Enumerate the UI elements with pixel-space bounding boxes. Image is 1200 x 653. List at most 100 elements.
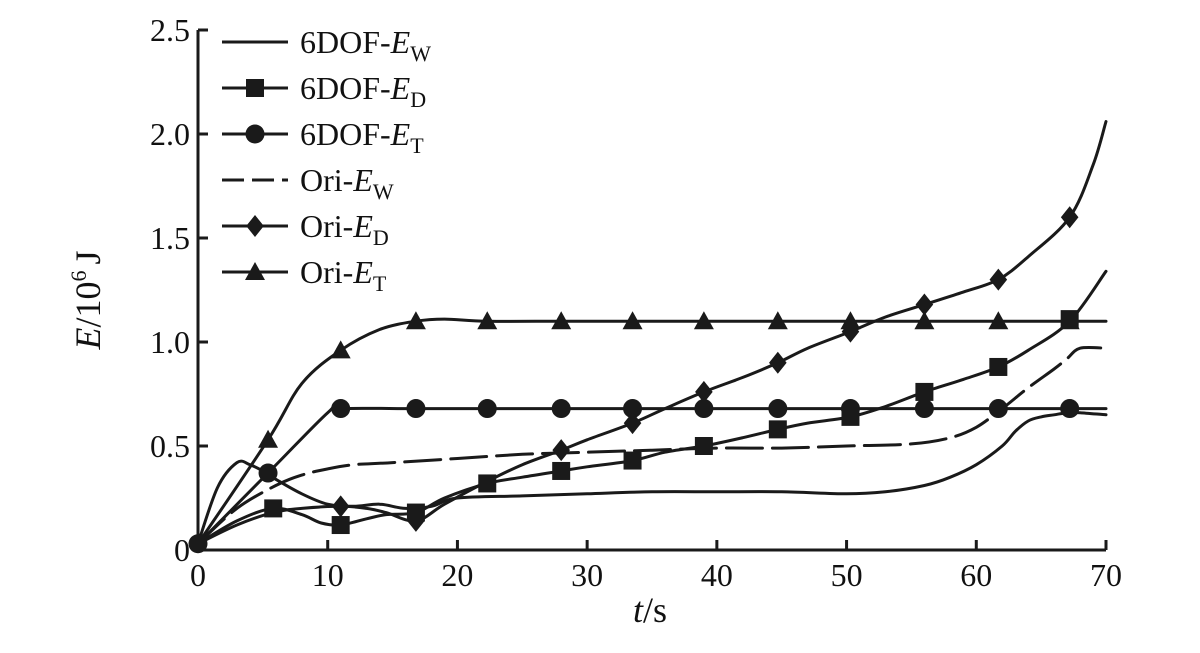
x-tick-label: 20 <box>441 557 473 593</box>
square-marker <box>768 420 787 439</box>
series-6dof-ed-line <box>196 269 1108 546</box>
triangle-marker <box>767 311 788 330</box>
diamond-marker <box>552 439 570 462</box>
x-tick-label: 70 <box>1090 557 1122 593</box>
triangle-marker <box>477 311 498 330</box>
triangle-marker <box>988 311 1009 330</box>
y-tick-label: 0.5 <box>150 428 190 464</box>
diamond-marker <box>915 293 934 316</box>
circle-marker <box>840 399 860 419</box>
diamond-marker <box>989 268 1008 291</box>
diamond-marker <box>695 380 713 403</box>
legend-label: 6DOF-ED <box>300 70 426 112</box>
square-marker <box>552 461 571 480</box>
x-tick-label: 40 <box>701 557 733 593</box>
legend-item: 6DOF-ET <box>222 116 424 158</box>
legend-square-marker <box>246 79 264 97</box>
legend-label: Ori-ED <box>300 208 389 250</box>
legend-prefix: Ori- <box>300 254 353 290</box>
circle-marker <box>694 399 714 419</box>
y-axis-unit-base: 10 <box>68 282 108 318</box>
x-axis-unit: s <box>653 590 667 630</box>
y-tick-label: 1.0 <box>150 324 190 360</box>
triangle-marker <box>330 340 351 359</box>
legend-symbol: E <box>352 162 373 198</box>
legend-symbol: E <box>390 24 411 60</box>
legend-triangle-marker <box>245 262 265 280</box>
triangle-marker <box>405 311 426 330</box>
legend-symbol: E <box>352 254 373 290</box>
legend-diamond-marker <box>246 215 264 237</box>
x-tick-label: 30 <box>571 557 603 593</box>
y-axis-title: E/106 J <box>66 250 108 350</box>
legend-symbol: E <box>390 70 411 106</box>
legend-item: 6DOF-ED <box>222 70 426 112</box>
legend-item: 6DOF-EW <box>222 24 431 66</box>
diamond-marker <box>407 509 425 532</box>
square-marker <box>623 451 642 470</box>
diamond-marker <box>769 351 787 374</box>
legend-symbol: E <box>352 208 373 244</box>
legend-subscript: D <box>410 87 426 112</box>
legend-subscript: T <box>410 133 424 158</box>
triangle-marker <box>551 311 572 330</box>
legend-prefix: Ori- <box>300 162 353 198</box>
circle-marker <box>988 399 1008 419</box>
legend-item: Ori-EW <box>222 162 394 204</box>
circle-marker <box>477 399 497 419</box>
series-ori-ew-line <box>196 345 1108 546</box>
circle-marker <box>768 399 788 419</box>
y-tick-label: 2.5 <box>150 12 190 48</box>
square-marker <box>694 437 713 455</box>
y-tick-label: 0 <box>174 532 190 568</box>
circle-marker <box>258 463 278 483</box>
square-marker <box>264 499 283 518</box>
triangle-marker <box>840 311 861 330</box>
legend-label: 6DOF-ET <box>300 116 424 158</box>
y-axis-var: E <box>68 328 108 351</box>
series-6dof-ew-line <box>196 410 1108 546</box>
circle-marker <box>406 399 426 419</box>
legend-subscript: W <box>373 179 394 204</box>
triangle-marker <box>914 311 935 330</box>
legend-subscript: T <box>373 271 387 296</box>
circle-marker <box>1060 399 1080 419</box>
legend-label: Ori-EW <box>300 162 394 204</box>
x-axis-var: t <box>633 590 644 630</box>
y-axis-unit-exp: 6 <box>66 271 91 282</box>
series-markers <box>188 206 1080 554</box>
triangle-marker <box>693 311 714 330</box>
triangle-marker <box>258 429 279 448</box>
y-axis-sep: / <box>68 318 108 328</box>
diamond-marker <box>331 495 350 518</box>
axes: 0 10 20 30 40 50 60 70 0 0.5 1.0 1.5 2.0 2.5 <box>150 12 1122 593</box>
legend-item: Ori-ET <box>222 254 387 296</box>
x-tick-label: 50 <box>831 557 863 593</box>
legend-subscript: D <box>373 225 389 250</box>
legend-prefix: 6DOF- <box>300 70 391 106</box>
y-axis-unit-tail: J <box>68 250 108 264</box>
legend-prefix: Ori- <box>300 208 353 244</box>
circle-marker <box>188 534 208 554</box>
legend-subscript: W <box>410 41 431 66</box>
x-axis-title: t/s <box>633 590 667 630</box>
y-tick-label: 2.0 <box>150 116 190 152</box>
x-tick-label: 10 <box>312 557 344 593</box>
legend-circle-marker <box>245 124 265 144</box>
legend-item: Ori-ED <box>222 208 389 250</box>
circle-marker <box>623 399 643 419</box>
x-axis-sep: / <box>643 590 653 630</box>
legend-symbol: E <box>390 116 411 152</box>
triangle-marker <box>622 311 643 330</box>
x-tick-label: 0 <box>190 557 206 593</box>
x-tick-label: 60 <box>960 557 992 593</box>
diamond-marker <box>1060 206 1079 229</box>
diamond-marker <box>623 412 642 435</box>
legend-label: Ori-ET <box>300 254 387 296</box>
square-marker <box>478 474 497 493</box>
legend-label: 6DOF-EW <box>300 24 431 66</box>
legend-prefix: 6DOF- <box>300 24 391 60</box>
